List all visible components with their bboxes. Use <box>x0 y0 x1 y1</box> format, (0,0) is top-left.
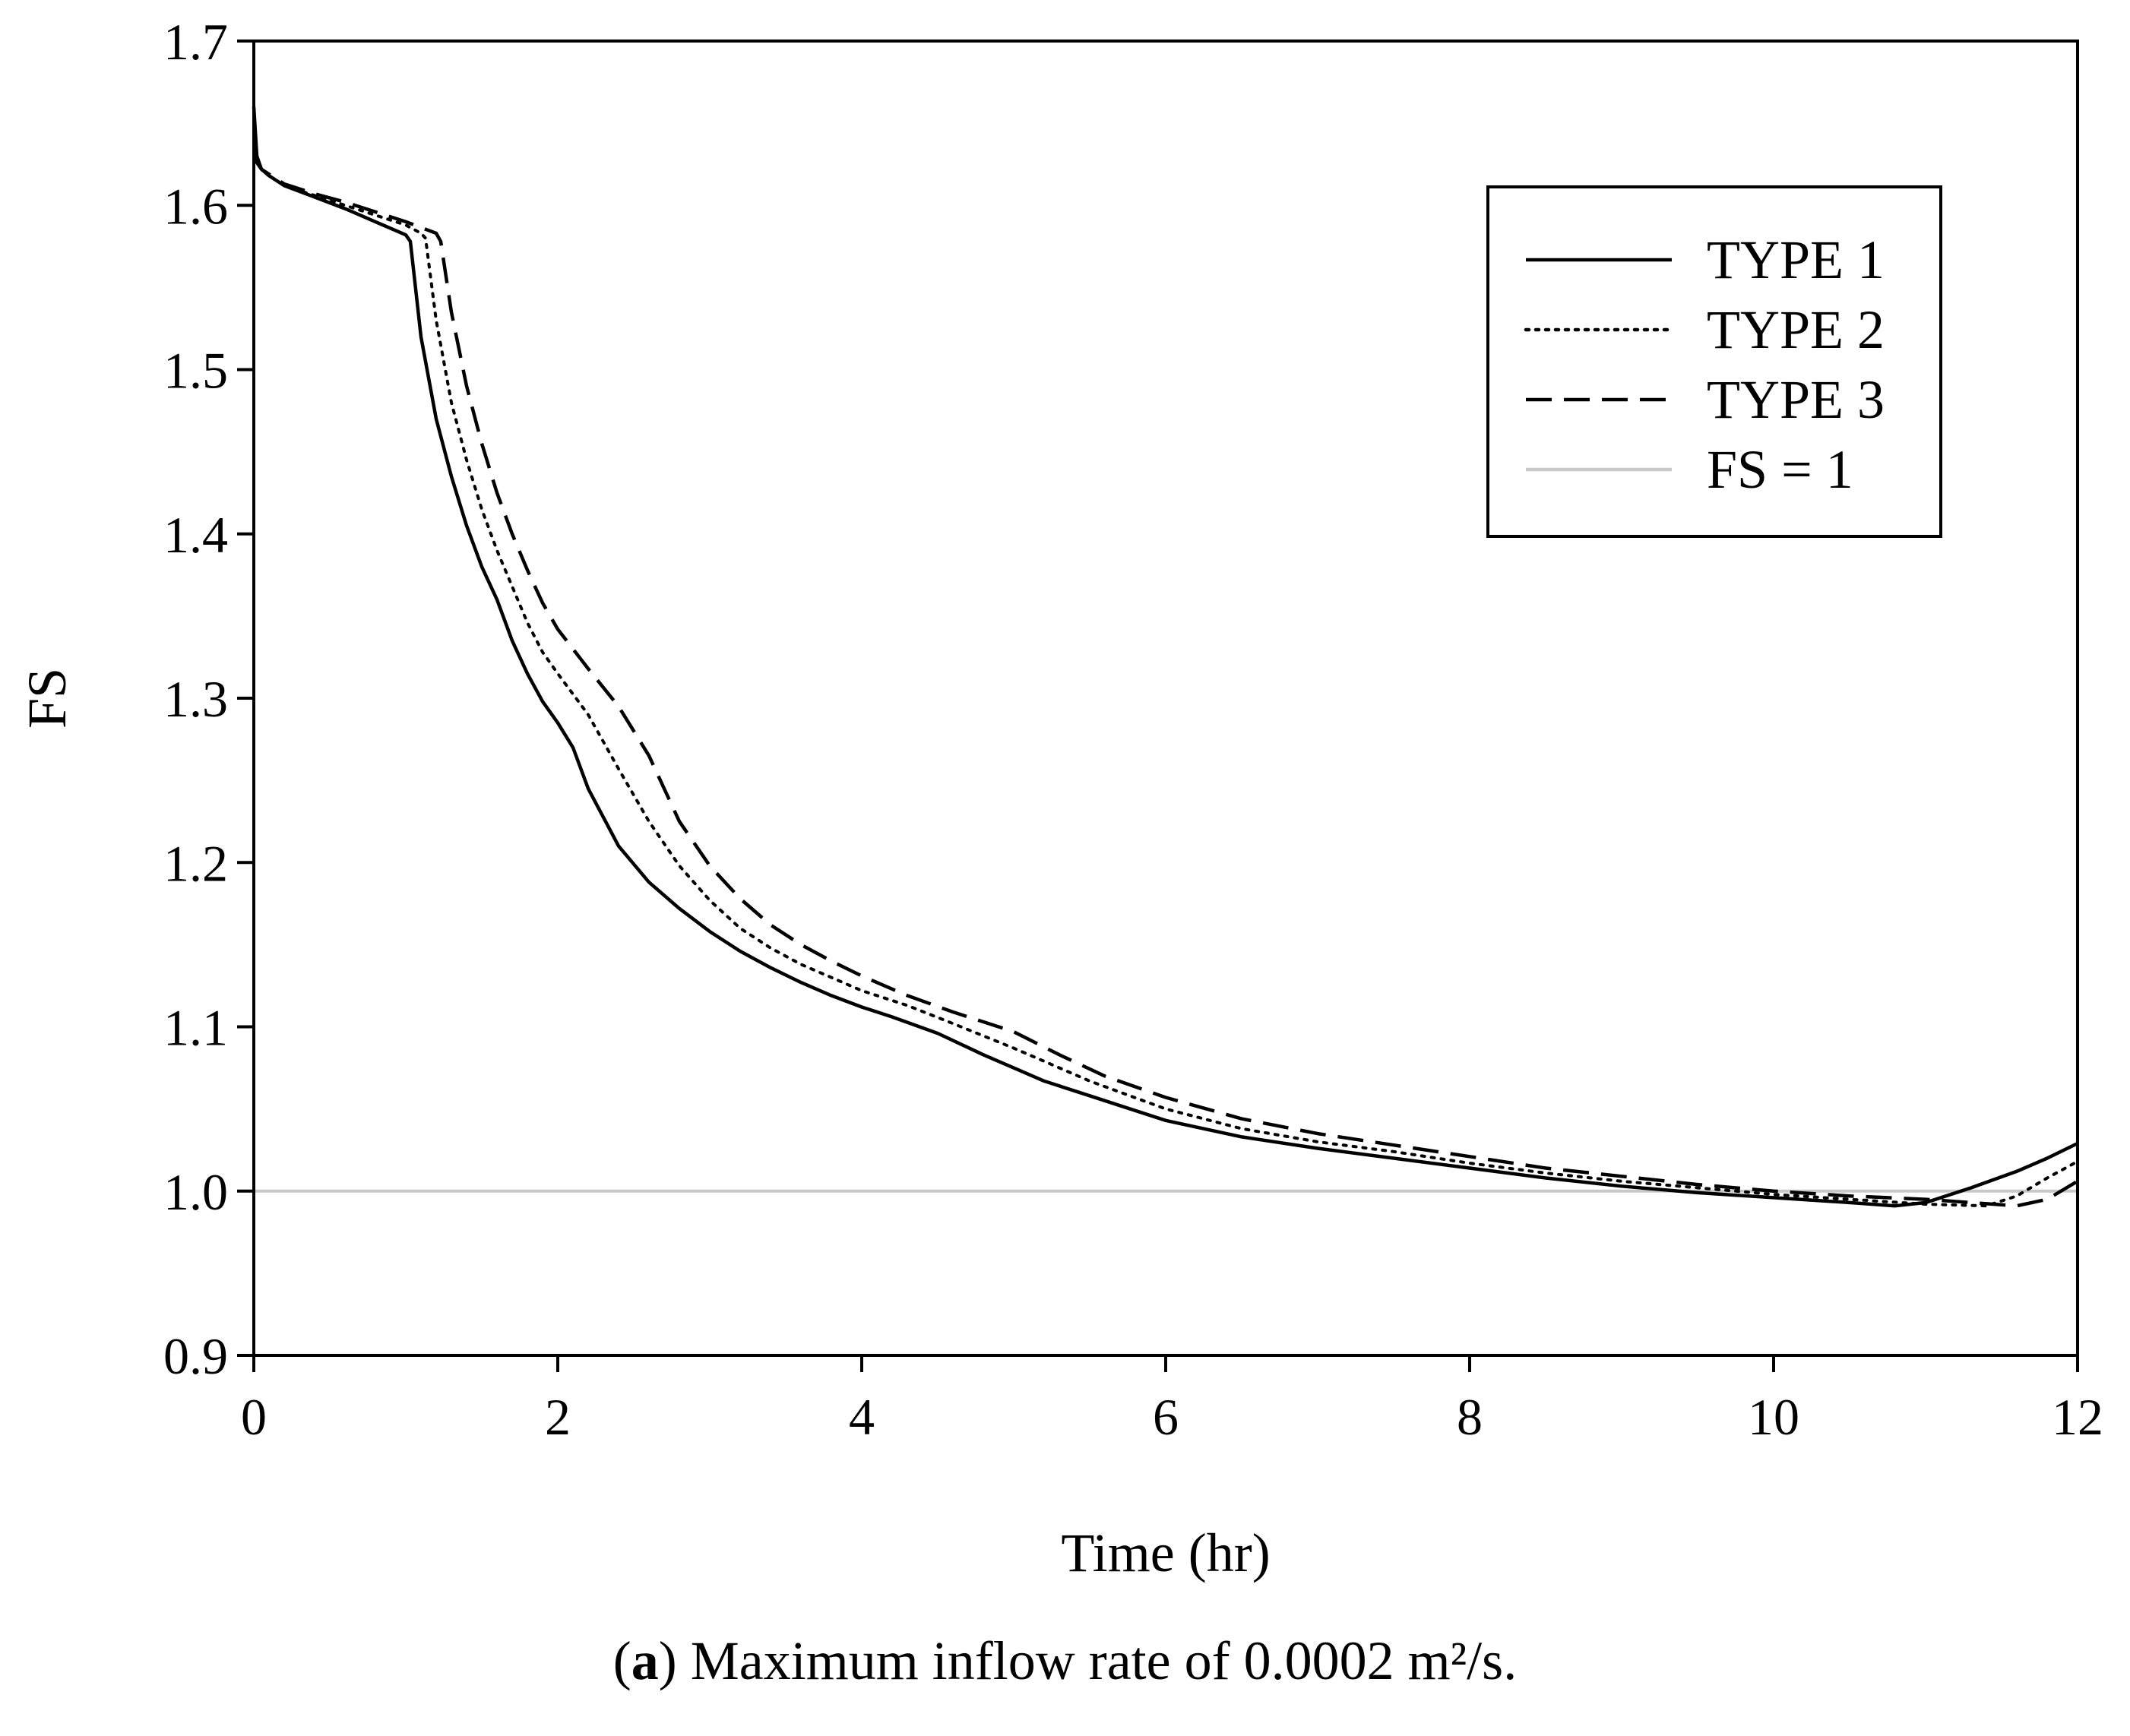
legend-item: TYPE 2 <box>1524 299 1885 360</box>
legend-label: TYPE 3 <box>1707 369 1885 430</box>
y-tick-label: 0.9 <box>163 1327 228 1385</box>
caption-label: a <box>631 1630 659 1691</box>
x-tick-label: 0 <box>241 1388 267 1446</box>
y-tick-label: 1.7 <box>163 13 228 71</box>
series-layer <box>252 106 2079 1208</box>
legend: TYPE 1 TYPE 2 TYPE 3 FS = 1 <box>1486 185 1942 538</box>
x-tick-label: 12 <box>2052 1388 2103 1446</box>
y-tick-label: 1.6 <box>163 177 228 235</box>
legend-item: TYPE 1 <box>1526 229 1885 290</box>
y-axis-ticks: 0.9 1.0 1.1 1.2 1.3 1.4 1.5 1.6 1.7 <box>163 13 254 1385</box>
legend-label: TYPE 2 <box>1707 299 1885 360</box>
legend-item: TYPE 3 <box>1526 369 1885 430</box>
y-tick-label: 1.2 <box>163 834 228 892</box>
legend-label: FS = 1 <box>1707 439 1853 500</box>
legend-box <box>1486 185 1942 538</box>
series-line-type-1 <box>252 106 2078 1208</box>
y-tick-label: 1.5 <box>163 342 228 400</box>
x-axis-title: Time (hr) <box>1061 1523 1270 1583</box>
x-axis-ticks: 0 2 4 6 8 10 12 <box>241 1355 2103 1446</box>
x-tick-label: 8 <box>1457 1388 1483 1446</box>
y-tick-label: 1.1 <box>163 999 228 1057</box>
series-line-type-2 <box>252 138 2079 1208</box>
x-tick-label: 2 <box>545 1388 571 1446</box>
legend-items: TYPE 1 TYPE 2 TYPE 3 FS = 1 <box>1524 229 1885 500</box>
figure-caption: (a) Maximum inflow rate of 0.0002 m²/s. <box>612 1630 1518 1691</box>
x-tick-label: 6 <box>1153 1388 1179 1446</box>
series-line-type-3 <box>252 155 2079 1208</box>
y-tick-label: 1.3 <box>163 670 228 728</box>
x-tick-label: 4 <box>849 1388 875 1446</box>
legend-label: TYPE 1 <box>1707 229 1885 290</box>
x-tick-label: 10 <box>1748 1388 1799 1446</box>
y-tick-label: 1.0 <box>163 1163 228 1221</box>
legend-item: FS = 1 <box>1526 439 1853 500</box>
caption-text: Maximum inflow rate of 0.0002 m²/s. <box>676 1630 1518 1691</box>
y-axis-title: FS <box>17 668 78 729</box>
y-tick-label: 1.4 <box>163 506 228 564</box>
